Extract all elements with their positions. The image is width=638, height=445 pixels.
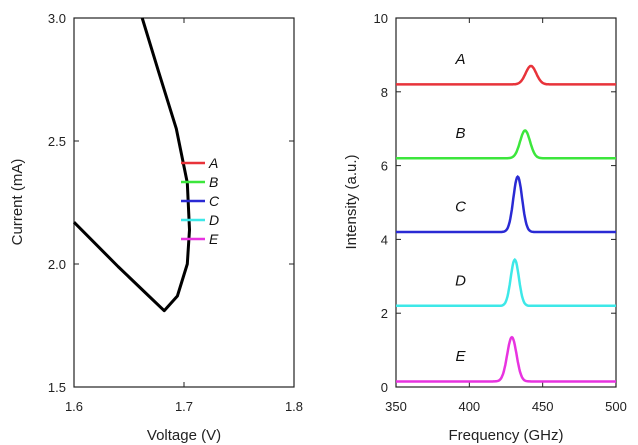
spectrum-b <box>396 129 616 160</box>
y-tick-label: 1.5 <box>48 380 66 395</box>
x-tick-label: 450 <box>532 399 554 414</box>
iv-x-tick-labels: 1.6 1.7 1.8 <box>65 399 303 414</box>
iv-curve <box>72 17 191 313</box>
y-tick-label: 0 <box>381 380 388 395</box>
iv-y-tick-labels: 1.5 2.0 2.5 3.0 <box>48 11 66 395</box>
spectrum-e <box>396 335 616 383</box>
spectra-x-axis-label: Frequency (GHz) <box>448 427 563 444</box>
spectra-plot-frame <box>395 17 617 388</box>
spectrum-a <box>396 64 616 86</box>
spectra-x-tick-labels: 350 400 450 500 <box>385 399 627 414</box>
y-tick-label: 4 <box>381 232 388 247</box>
iv-plot-frame <box>73 17 295 388</box>
y-tick-label: 8 <box>381 85 388 100</box>
curve-label-a: A <box>455 51 466 68</box>
spectra-curve-labels: A B C D E <box>455 51 467 365</box>
iv-tick-marks <box>73 17 295 388</box>
y-tick-label: 10 <box>374 11 388 26</box>
x-tick-label: 1.6 <box>65 399 83 414</box>
curve-label-d: D <box>455 273 466 290</box>
y-tick-label: 2 <box>381 306 388 321</box>
curve-label-c: C <box>455 199 466 216</box>
spectra-series <box>396 64 616 383</box>
legend-label-a: A <box>208 155 218 171</box>
x-tick-label: 1.8 <box>285 399 303 414</box>
spectra-y-axis-label: Intensity (a.u.) <box>343 154 360 249</box>
spectrum-c <box>396 174 616 234</box>
x-tick-label: 350 <box>385 399 407 414</box>
iv-y-axis-label: Current (mA) <box>9 159 26 246</box>
spectrum-d <box>396 257 616 308</box>
spectra-chart: 350 400 450 500 0 2 4 6 8 10 A B C D E Frequency (GH… <box>343 11 627 444</box>
spectra-y-tick-labels: 0 2 4 6 8 10 <box>374 11 388 395</box>
legend-label-b: B <box>209 174 218 190</box>
legend-label-c: C <box>209 193 220 209</box>
y-tick-label: 2.5 <box>48 134 66 149</box>
y-tick-label: 2.0 <box>48 257 66 272</box>
x-tick-label: 400 <box>458 399 480 414</box>
spectra-tick-marks <box>395 17 617 388</box>
x-tick-label: 1.7 <box>175 399 193 414</box>
y-tick-label: 6 <box>381 159 388 174</box>
y-tick-label: 3.0 <box>48 11 66 26</box>
iv-x-axis-label: Voltage (V) <box>147 427 221 444</box>
curve-label-e: E <box>456 348 467 365</box>
legend-label-d: D <box>209 212 219 228</box>
iv-series <box>72 17 191 313</box>
x-tick-label: 500 <box>605 399 627 414</box>
legend-label-e: E <box>209 231 219 247</box>
curve-label-b: B <box>456 125 466 142</box>
